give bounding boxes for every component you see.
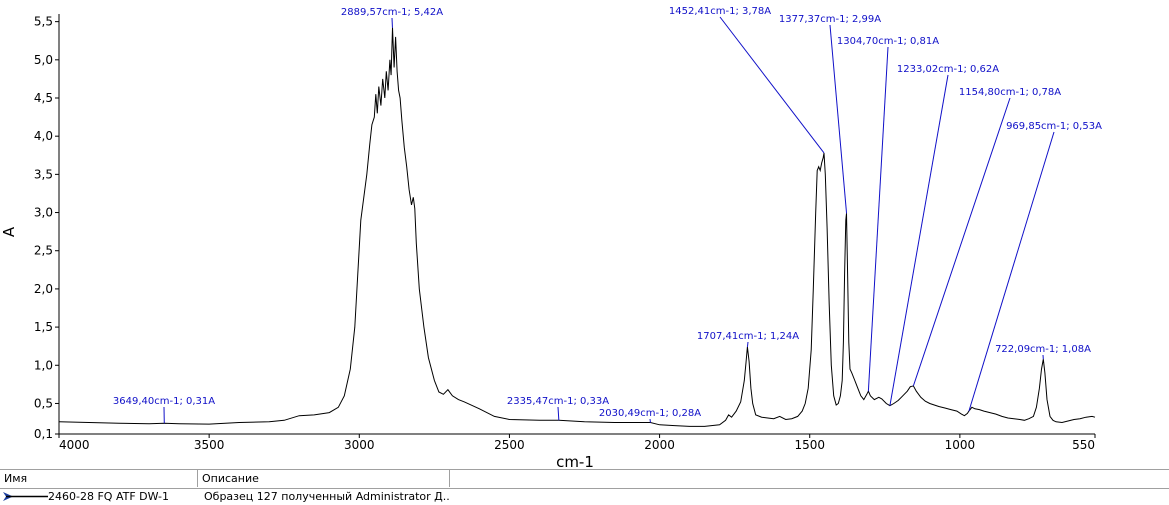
peak-label: 2335,47cm-1; 0,33A bbox=[507, 396, 609, 407]
x-tick-label: 4000 bbox=[59, 438, 90, 452]
peak-label: 969,85cm-1; 0,53A bbox=[1006, 121, 1102, 132]
peak-annotations: 3649,40cm-1; 0,31A 2889,57cm-1; 5,42A 2335… bbox=[113, 6, 1102, 424]
y-tick-label: 5,0 bbox=[34, 53, 53, 67]
y-tick-label: 0,1 bbox=[34, 427, 53, 441]
x-tick-label: 1000 bbox=[945, 438, 976, 452]
x-tick-label: 2000 bbox=[644, 438, 675, 452]
x-axis-ticks: 4000 3500 3000 2500 2000 1500 1000 550 bbox=[58, 434, 1096, 452]
peak-label: 1707,41cm-1; 1,24A bbox=[697, 331, 799, 342]
y-axis-ticks: 0,1 0,5 1,0 1,5 2,0 2,5 3,0 3,5 4,0 4,5 5,0 5,5 bbox=[34, 15, 59, 441]
y-tick-label: 4,5 bbox=[34, 91, 53, 105]
peak-label: 2889,57cm-1; 5,42A bbox=[341, 7, 443, 18]
peak-leader-line bbox=[867, 46, 889, 392]
y-tick-label: 3,0 bbox=[34, 206, 53, 220]
peak-label: 1233,02cm-1; 0,62A bbox=[897, 64, 999, 75]
peak-leader-line bbox=[968, 131, 1055, 412]
row-spectrum-description: Образец 127 полученный Administrator Д..… bbox=[204, 490, 450, 503]
x-tick-label: 1500 bbox=[794, 438, 825, 452]
peak-label: 1304,70cm-1; 0,81A bbox=[837, 36, 939, 47]
peak-leader-line bbox=[912, 97, 1011, 387]
y-tick-label: 2,5 bbox=[34, 244, 53, 258]
axes bbox=[58, 14, 1095, 435]
x-tick-label: 550 bbox=[1072, 438, 1095, 452]
y-tick-label: 1,5 bbox=[34, 320, 53, 334]
spectrum-chart: 4000 3500 3000 2500 2000 1500 1000 550 0,1 0,5 1,… bbox=[0, 6, 1102, 470]
spectra-list: Имя Описание 2460-28 FQ ATF DW-1 Образец… bbox=[0, 469, 1169, 505]
y-tick-label: 4,0 bbox=[34, 129, 53, 143]
peak-label: 2030,49cm-1; 0,28A bbox=[599, 408, 701, 419]
peak-label: 722,09cm-1; 1,08A bbox=[995, 344, 1091, 355]
peak-leader-line bbox=[719, 16, 825, 154]
spectrum-line bbox=[58, 27, 1096, 427]
y-tick-label: 1,0 bbox=[34, 358, 53, 372]
y-tick-label: 3,5 bbox=[34, 167, 53, 181]
spectra-list-row[interactable]: 2460-28 FQ ATF DW-1 Образец 127 полученн… bbox=[0, 488, 1169, 505]
row-spectrum-name: 2460-28 FQ ATF DW-1 bbox=[48, 490, 170, 503]
y-axis-title: A bbox=[0, 226, 18, 237]
column-header-name[interactable]: Имя bbox=[0, 470, 198, 487]
y-tick-label: 2,0 bbox=[34, 282, 53, 296]
peak-leader-line bbox=[557, 406, 560, 421]
peak-label: 1377,37cm-1; 2,99A bbox=[779, 14, 881, 25]
peak-leader-line bbox=[829, 24, 848, 214]
peak-leader-line bbox=[746, 341, 749, 348]
peak-label: 3649,40cm-1; 0,31A bbox=[113, 396, 215, 407]
column-header-description[interactable]: Описание bbox=[198, 470, 450, 487]
spectra-list-header: Имя Описание bbox=[0, 469, 1169, 489]
peak-label: 1452,41cm-1; 3,78A bbox=[669, 6, 771, 17]
x-tick-label: 3000 bbox=[344, 438, 375, 452]
x-axis-title: cm-1 bbox=[556, 453, 594, 470]
x-tick-label: 3500 bbox=[194, 438, 225, 452]
y-tick-label: 5,5 bbox=[34, 15, 53, 29]
selected-row-arrow-icon bbox=[3, 492, 48, 501]
peak-leader-line bbox=[889, 74, 949, 406]
y-tick-label: 0,5 bbox=[34, 396, 53, 410]
x-tick-label: 2500 bbox=[494, 438, 525, 452]
peak-label: 1154,80cm-1; 0,78A bbox=[959, 87, 1061, 98]
